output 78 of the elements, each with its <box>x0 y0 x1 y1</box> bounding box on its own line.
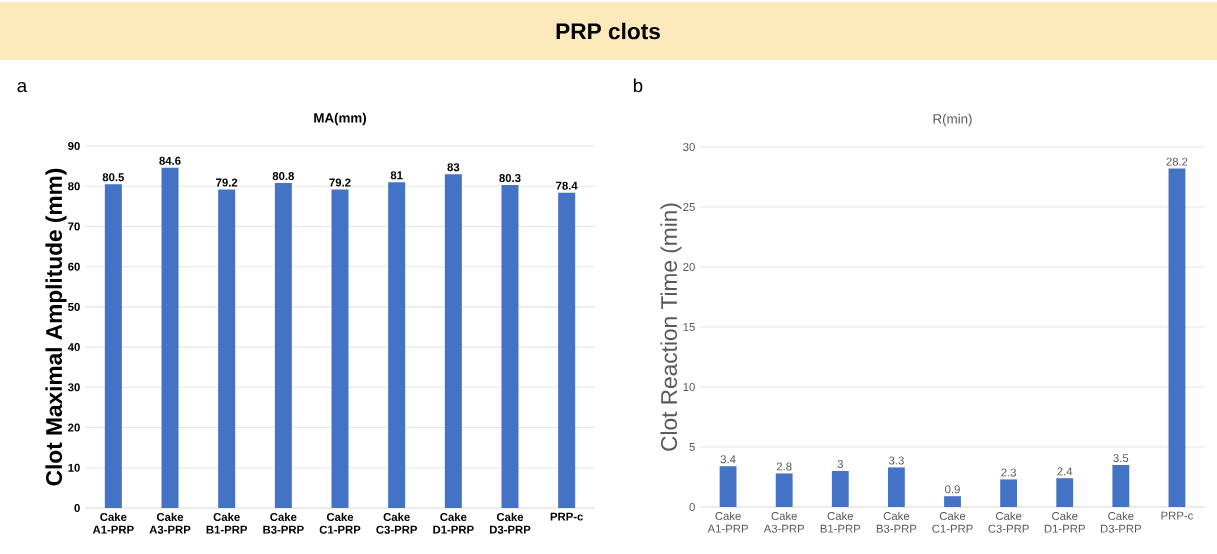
data-label: 3.5 <box>1113 454 1129 463</box>
data-label: 81 <box>390 171 403 180</box>
data-label: 2.8 <box>776 462 792 471</box>
x-tick-label: Cake B3-PRP <box>263 512 304 534</box>
data-label: 28.2 <box>1166 157 1188 166</box>
y-tick-label: 20 <box>683 263 695 272</box>
x-tick-label: Cake D3-PRP <box>489 512 531 534</box>
y-tick-label: 20 <box>68 423 80 432</box>
x-tick-label: Cake B1-PRP <box>820 511 861 533</box>
bar <box>887 467 905 508</box>
y-tick-label: 70 <box>68 222 80 231</box>
data-label: 3.3 <box>888 456 904 465</box>
bar <box>331 189 349 509</box>
y-tick-label: 0 <box>689 503 695 512</box>
y-tick-label: 30 <box>683 143 695 152</box>
bar <box>1000 479 1018 508</box>
y-tick-label: 30 <box>67 383 80 392</box>
x-tick-label: Cake A1-PRP <box>92 512 134 534</box>
y-tick-label: 50 <box>68 302 80 311</box>
y-axis-title: Clot Maximal Amplitude (mm) <box>45 168 67 486</box>
y-tick-label: 60 <box>68 262 80 271</box>
x-tick-label: PRP-c <box>1161 511 1194 520</box>
bar <box>218 189 236 509</box>
chart-title: R(min) <box>933 113 972 127</box>
x-tick-label: Cake A3-PRP <box>149 512 191 534</box>
bar <box>104 184 122 509</box>
data-label: 0.9 <box>945 485 960 494</box>
bar <box>1168 168 1186 508</box>
x-tick-label: Cake C3-PRP <box>376 512 418 534</box>
y-tick-label: 25 <box>683 203 695 212</box>
bar <box>274 183 292 509</box>
data-label: 80.5 <box>102 173 125 182</box>
data-label: 80.8 <box>272 172 295 181</box>
data-label: 2.3 <box>1001 468 1016 477</box>
x-tick-label: PRP-c <box>550 512 584 521</box>
data-label: 83 <box>447 163 460 172</box>
text: b <box>633 78 643 93</box>
x-tick-label: Cake B3-PRP <box>876 511 917 533</box>
bar <box>558 192 576 509</box>
data-label: 79.2 <box>216 178 238 187</box>
x-tick-label: Cake A1-PRP <box>707 511 748 533</box>
y-tick-label: 5 <box>689 443 695 451</box>
data-label: 84.6 <box>159 156 181 165</box>
bar <box>1056 478 1074 508</box>
data-label: 2.4 <box>1057 467 1073 476</box>
x-tick-label: Cake D1-PRP <box>433 512 474 534</box>
data-label: 80.3 <box>499 174 521 183</box>
x-tick-label: Cake B1-PRP <box>206 512 248 534</box>
text: a <box>17 81 28 93</box>
y-axis-title: Clot Reaction Time (min) <box>660 203 682 451</box>
bar <box>1112 465 1130 508</box>
chart-title: MA(mm) <box>314 112 366 126</box>
data-label: 3.4 <box>720 455 736 464</box>
bar <box>161 167 179 509</box>
bar <box>775 473 793 508</box>
y-tick-label: 10 <box>68 463 80 472</box>
bar <box>501 185 519 509</box>
text: PRP clots <box>556 22 660 40</box>
bar <box>719 466 737 508</box>
y-tick-label: 40 <box>67 343 80 352</box>
x-tick-label: Cake C1-PRP <box>319 512 361 534</box>
x-tick-label: Cake A3-PRP <box>763 511 805 533</box>
y-tick-label: 10 <box>683 383 695 392</box>
data-label: 78.4 <box>556 181 578 190</box>
x-tick-label: Cake C3-PRP <box>988 511 1029 533</box>
y-tick-label: 15 <box>683 323 695 331</box>
y-tick-label: 90 <box>68 142 80 151</box>
data-label: 79.2 <box>329 178 351 187</box>
bar <box>388 182 406 509</box>
x-tick-label: Cake D3-PRP <box>1100 511 1142 533</box>
y-tick-label: 0 <box>74 504 80 513</box>
bar <box>944 496 961 508</box>
data-label: 3 <box>837 460 843 469</box>
x-tick-label: Cake C1-PRP <box>932 511 973 533</box>
bar <box>444 174 462 509</box>
bar <box>831 471 849 508</box>
x-tick-label: Cake D1-PRP <box>1044 511 1085 533</box>
y-tick-label: 80 <box>68 182 80 191</box>
